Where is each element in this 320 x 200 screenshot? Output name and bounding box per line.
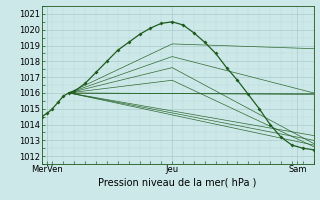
X-axis label: Pression niveau de la mer( hPa ): Pression niveau de la mer( hPa ) (99, 177, 257, 187)
